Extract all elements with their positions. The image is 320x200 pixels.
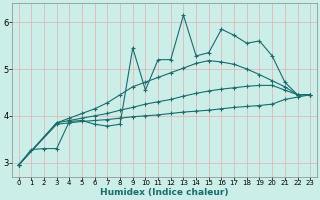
X-axis label: Humidex (Indice chaleur): Humidex (Indice chaleur): [100, 188, 229, 197]
